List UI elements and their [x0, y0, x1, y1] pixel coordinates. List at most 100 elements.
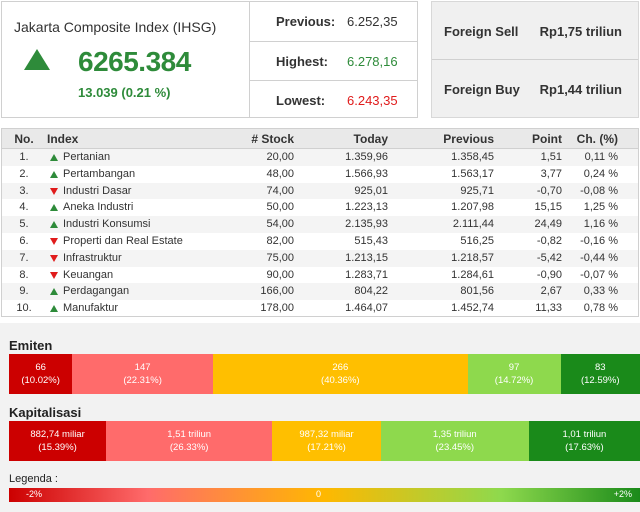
row-stock: 90,00 [266, 268, 294, 281]
row-stock: 82,00 [266, 234, 294, 247]
row-point: -5,42 [536, 251, 562, 264]
row-index-name: Keuangan [63, 268, 114, 281]
header-today: Today [353, 132, 388, 146]
row-number: 4. [19, 201, 29, 214]
row-point: -0,90 [536, 268, 562, 281]
row-number: 10. [16, 302, 32, 315]
row-change: -0,07 % [580, 268, 618, 281]
row-index-name: Infrastruktur [63, 251, 122, 264]
header-previous: Previous [443, 132, 494, 146]
row-change: -0,44 % [580, 251, 618, 264]
segment-percent: (14.72%) [494, 375, 534, 386]
row-today: 1.464,07 [345, 302, 388, 315]
row-point: 24,49 [534, 218, 562, 231]
segment-percent: (26.33%) [169, 442, 209, 453]
segment-percent: (17.21%) [307, 442, 346, 453]
segment-value: 97 [508, 362, 520, 373]
row-stock: 48,00 [266, 167, 294, 180]
row-index-name: Perdagangan [63, 285, 130, 298]
row-point: 15,15 [534, 201, 562, 214]
row-change: -0,08 % [580, 184, 618, 197]
row-change: 1,16 % [583, 218, 618, 231]
row-number: 1. [19, 151, 29, 163]
row-index-name: Pertambangan [63, 167, 136, 180]
ihsg-value: 6265.384 [78, 46, 191, 77]
segment-value: 147 [134, 362, 151, 373]
foreign-sell-label: Foreign Sell [444, 24, 519, 39]
table-row: 4. Aneka Industri 50,00 1.223,13 1.207,98 15,… [2, 199, 638, 216]
triangle-up-icon [50, 221, 58, 229]
row-change: 0,24 % [583, 167, 618, 180]
row-point: 11,33 [535, 302, 562, 315]
triangle-down-icon [50, 187, 58, 195]
row-point: 1,51 [540, 151, 562, 163]
row-number: 9. [19, 285, 29, 298]
segment-value: 66 [35, 362, 46, 373]
legend-min: -2% [26, 489, 43, 499]
segment-value: 1,35 triliun [432, 429, 477, 440]
row-today: 1.213,15 [345, 251, 388, 264]
row-today: 515,43 [354, 234, 388, 247]
row-today: 804,22 [354, 285, 388, 298]
row-change: 0,11 % [584, 151, 618, 163]
header-index: Index [47, 132, 79, 146]
kapitalisasi-segment: 987,32 miliar (17.21%) [272, 421, 381, 461]
emiten-segment: 147 (22.31%) [72, 354, 213, 394]
row-previous: 516,25 [460, 234, 494, 247]
kapitalisasi-segment: 1,35 triliun (23.45%) [380, 421, 529, 461]
row-number: 6. [19, 234, 29, 247]
legend-max: +2% [613, 489, 632, 499]
segment-value: 1,01 triliun [562, 429, 607, 440]
distribution-panel: Emiten 66 (10.02%) 147 (22.31%) 266 (40.36%) 9… [0, 323, 640, 512]
legend-gradient-bar: -2% 0 +2% [9, 488, 640, 502]
row-previous: 2.111,44 [452, 218, 494, 231]
row-today: 925,01 [354, 184, 388, 197]
row-index-name: Pertanian [63, 151, 111, 163]
triangle-up-icon [24, 49, 50, 70]
legend-mid: 0 [316, 489, 322, 499]
ihsg-box: Jakarta Composite Index (IHSG) 6265.384 … [1, 1, 250, 118]
row-index-name: Industri Dasar [63, 184, 132, 197]
triangle-up-icon [50, 204, 58, 212]
segment-percent: (12.59%) [580, 375, 620, 386]
row-stock: 20,00 [266, 151, 294, 163]
row-index-name: Manufaktur [63, 302, 119, 315]
legend-label: Legenda : [9, 473, 58, 485]
summary-panel: Jakarta Composite Index (IHSG) 6265.384 … [0, 0, 640, 120]
kapitalisasi-segment: 1,01 triliun (17.63%) [528, 421, 640, 461]
stat-previous: Previous: 6.252,35 [250, 2, 418, 41]
row-today: 1.566,93 [345, 167, 388, 180]
segment-value: 266 [332, 362, 349, 373]
stat-value: 6.243,35 [347, 93, 398, 108]
emiten-segment: 266 (40.36%) [212, 354, 468, 394]
row-point: -0,70 [536, 184, 562, 197]
stat-label: Previous: [276, 14, 336, 29]
table-row: 3. Industri Dasar 74,00 925,01 925,71 -0,70 -0… [2, 182, 638, 200]
row-today: 1.283,71 [345, 268, 388, 281]
row-previous: 1.284,61 [451, 268, 494, 281]
row-change: 0,33 % [583, 285, 618, 298]
row-index-name: Aneka Industri [63, 201, 134, 214]
emiten-label: Emiten [9, 338, 53, 353]
stat-highest: Highest: 6.278,16 [250, 41, 418, 80]
emiten-segment: 97 (14.72%) [467, 354, 561, 394]
segment-value: 1,51 triliun [167, 429, 212, 440]
row-index-name: Properti dan Real Estate [63, 234, 183, 247]
segment-value: 882,74 miliar [30, 429, 85, 440]
stat-value: 6.278,16 [347, 54, 398, 69]
table-row: 5. Industri Konsumsi 54,00 2.135,93 2.111,44… [2, 216, 638, 233]
segment-value: 83 [594, 362, 606, 373]
header-no: No. [14, 132, 34, 146]
row-point: 3,77 [540, 167, 562, 180]
foreign-trade-box: Foreign Sell Rp1,75 triliun Foreign Buy … [431, 1, 639, 118]
triangle-up-icon [50, 305, 58, 313]
row-previous: 801,56 [460, 285, 494, 298]
segment-percent: (22.31%) [123, 375, 162, 386]
triangle-down-icon [50, 271, 58, 279]
row-change: -0,16 % [580, 234, 618, 247]
table-row: 9. Perdagangan 166,00 804,22 801,56 2,67 0,33 … [2, 283, 638, 301]
stat-label: Lowest: [276, 93, 326, 108]
emiten-bar: 66 (10.02%) 147 (22.31%) 266 (40.36%) 97 (14.72… [9, 354, 640, 394]
row-number: 2. [19, 167, 29, 180]
row-stock: 75,00 [266, 251, 294, 264]
